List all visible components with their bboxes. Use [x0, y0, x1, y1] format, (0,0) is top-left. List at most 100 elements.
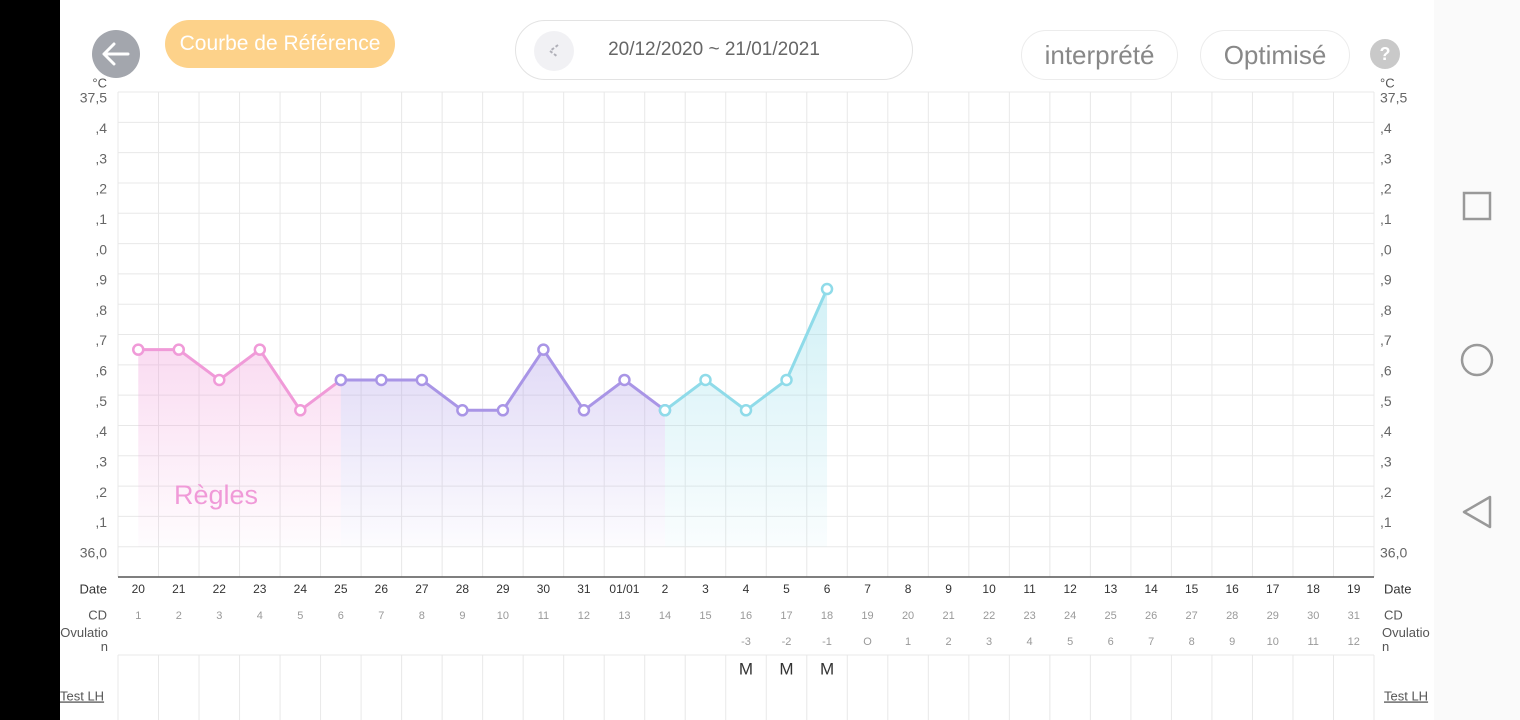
x-tick-label: 19: [1347, 582, 1361, 596]
annotation: Règles: [174, 480, 258, 510]
ovulation-label: 10: [1267, 636, 1279, 648]
y-tick-label: ,2: [1380, 484, 1392, 500]
point: [456, 404, 469, 417]
cd-label: 22: [983, 610, 995, 622]
x-tick-label: 27: [415, 582, 429, 596]
point: [739, 404, 753, 417]
y-tick-label: ,8: [1380, 302, 1392, 318]
point: [496, 404, 510, 417]
row-label-box: Ovulation: [60, 626, 108, 654]
cd-label: 31: [1348, 610, 1360, 622]
cd-label: 24: [1064, 610, 1076, 622]
help-button[interactable]: [1370, 39, 1400, 69]
point: [294, 404, 307, 417]
cd-label: 1: [135, 610, 141, 622]
area: [664, 289, 828, 547]
reference-button[interactable]: Courbe de Référence: [165, 20, 395, 68]
row-label: Date: [80, 581, 107, 596]
nav-home[interactable]: [1460, 343, 1494, 377]
y-tick-label: ,0: [1380, 241, 1392, 257]
row-label: CD: [88, 607, 107, 622]
lh-label: M: [779, 659, 793, 678]
row-label: CD: [1384, 607, 1403, 622]
y-tick-label: ,9: [95, 272, 107, 288]
x-tick-label: 31: [577, 582, 591, 596]
y-tick-label: ,1: [95, 211, 107, 227]
y-tick-label: ,9: [1380, 272, 1392, 288]
x-tick-label: 9: [945, 582, 952, 596]
x-tick-label: 22: [213, 582, 227, 596]
cd-label: 14: [659, 610, 671, 622]
ovulation-label: -3: [741, 636, 751, 648]
x-tick-label: 16: [1226, 582, 1240, 596]
y-tick-label: ,7: [95, 332, 107, 348]
cd-label: 6: [338, 610, 344, 622]
ovulation-label: 9: [1229, 636, 1235, 648]
cd-label: 19: [861, 610, 873, 622]
cd-label: 12: [578, 610, 590, 622]
y-tick-label: ,5: [1380, 393, 1392, 409]
point: [699, 373, 712, 387]
nav-recent[interactable]: [1462, 191, 1492, 221]
ovulation-label: 2: [946, 636, 952, 648]
date-range-text: 20/12/2020 ~ 21/01/2021: [608, 39, 820, 60]
cd-label: 21: [942, 610, 954, 622]
point: [415, 373, 429, 387]
back-icon: [102, 42, 130, 66]
point: [658, 404, 672, 417]
y-tick-label: ,4: [95, 120, 107, 136]
x-tick-label: 17: [1266, 582, 1280, 596]
y-tick-label: 36,0: [1380, 544, 1407, 560]
y-tick-label: 37,5: [1380, 90, 1407, 106]
help-icon: ?: [1380, 44, 1391, 64]
cd-label: 11: [538, 610, 549, 622]
left-bezel: [0, 0, 60, 720]
cd-label: 27: [1186, 610, 1198, 622]
area: [138, 349, 341, 547]
x-tick-label: 21: [172, 582, 186, 596]
point: [618, 373, 631, 387]
y-tick-label: 37,5: [80, 90, 107, 106]
ovulation-label: 1: [905, 636, 911, 648]
cd-label: 9: [459, 610, 465, 622]
ovulation-label: 5: [1067, 636, 1073, 648]
x-tick-label: 23: [253, 582, 267, 596]
icon: [548, 44, 559, 58]
ovulation-label: 11: [1308, 636, 1319, 648]
ovulation-label: 3: [986, 636, 992, 648]
y-tick-label: ,3: [1380, 453, 1392, 469]
date-range[interactable]: 20/12/2020 ~ 21/01/2021: [515, 20, 913, 80]
x-tick-label: 2: [662, 582, 669, 596]
x-tick-label: 4: [743, 582, 750, 596]
point: [577, 404, 591, 417]
nav-back[interactable]: [1462, 495, 1492, 529]
line: [138, 348, 342, 412]
x-tick-label: 24: [294, 582, 308, 596]
lh-label: M: [739, 659, 753, 678]
y-tick-label: ,6: [1380, 363, 1392, 379]
cd-label: 4: [257, 610, 263, 622]
x-tick-label: 11: [1023, 582, 1036, 596]
y-tick-label: ,2: [95, 181, 107, 197]
y-tick-label: ,4: [95, 423, 107, 439]
y-tick-label: ,3: [1380, 150, 1392, 166]
y-unit: °C: [1380, 75, 1395, 90]
cd-label: 5: [297, 610, 303, 622]
cd-label: 13: [618, 610, 630, 622]
y-tick-label: 36,0: [80, 544, 107, 560]
x-tick-label: 26: [375, 582, 389, 596]
row-label[interactable]: Test LH: [60, 688, 104, 703]
cd-label: 7: [378, 610, 384, 622]
ovulation-label: 6: [1108, 636, 1114, 648]
cd-label: 28: [1226, 610, 1238, 622]
ovulation-label: 12: [1348, 636, 1360, 648]
optimized-button[interactable]: Optimisé: [1200, 30, 1350, 80]
point: [537, 343, 550, 356]
date-range-icon: [534, 31, 574, 71]
cd-label: 2: [176, 610, 182, 622]
x-tick-label: 5: [783, 582, 790, 596]
y-tick-label: ,1: [1380, 211, 1392, 227]
x-tick-label: 14: [1144, 582, 1158, 596]
row-label[interactable]: Test LH: [1384, 688, 1428, 703]
interpreted-button[interactable]: interprété: [1021, 30, 1178, 80]
